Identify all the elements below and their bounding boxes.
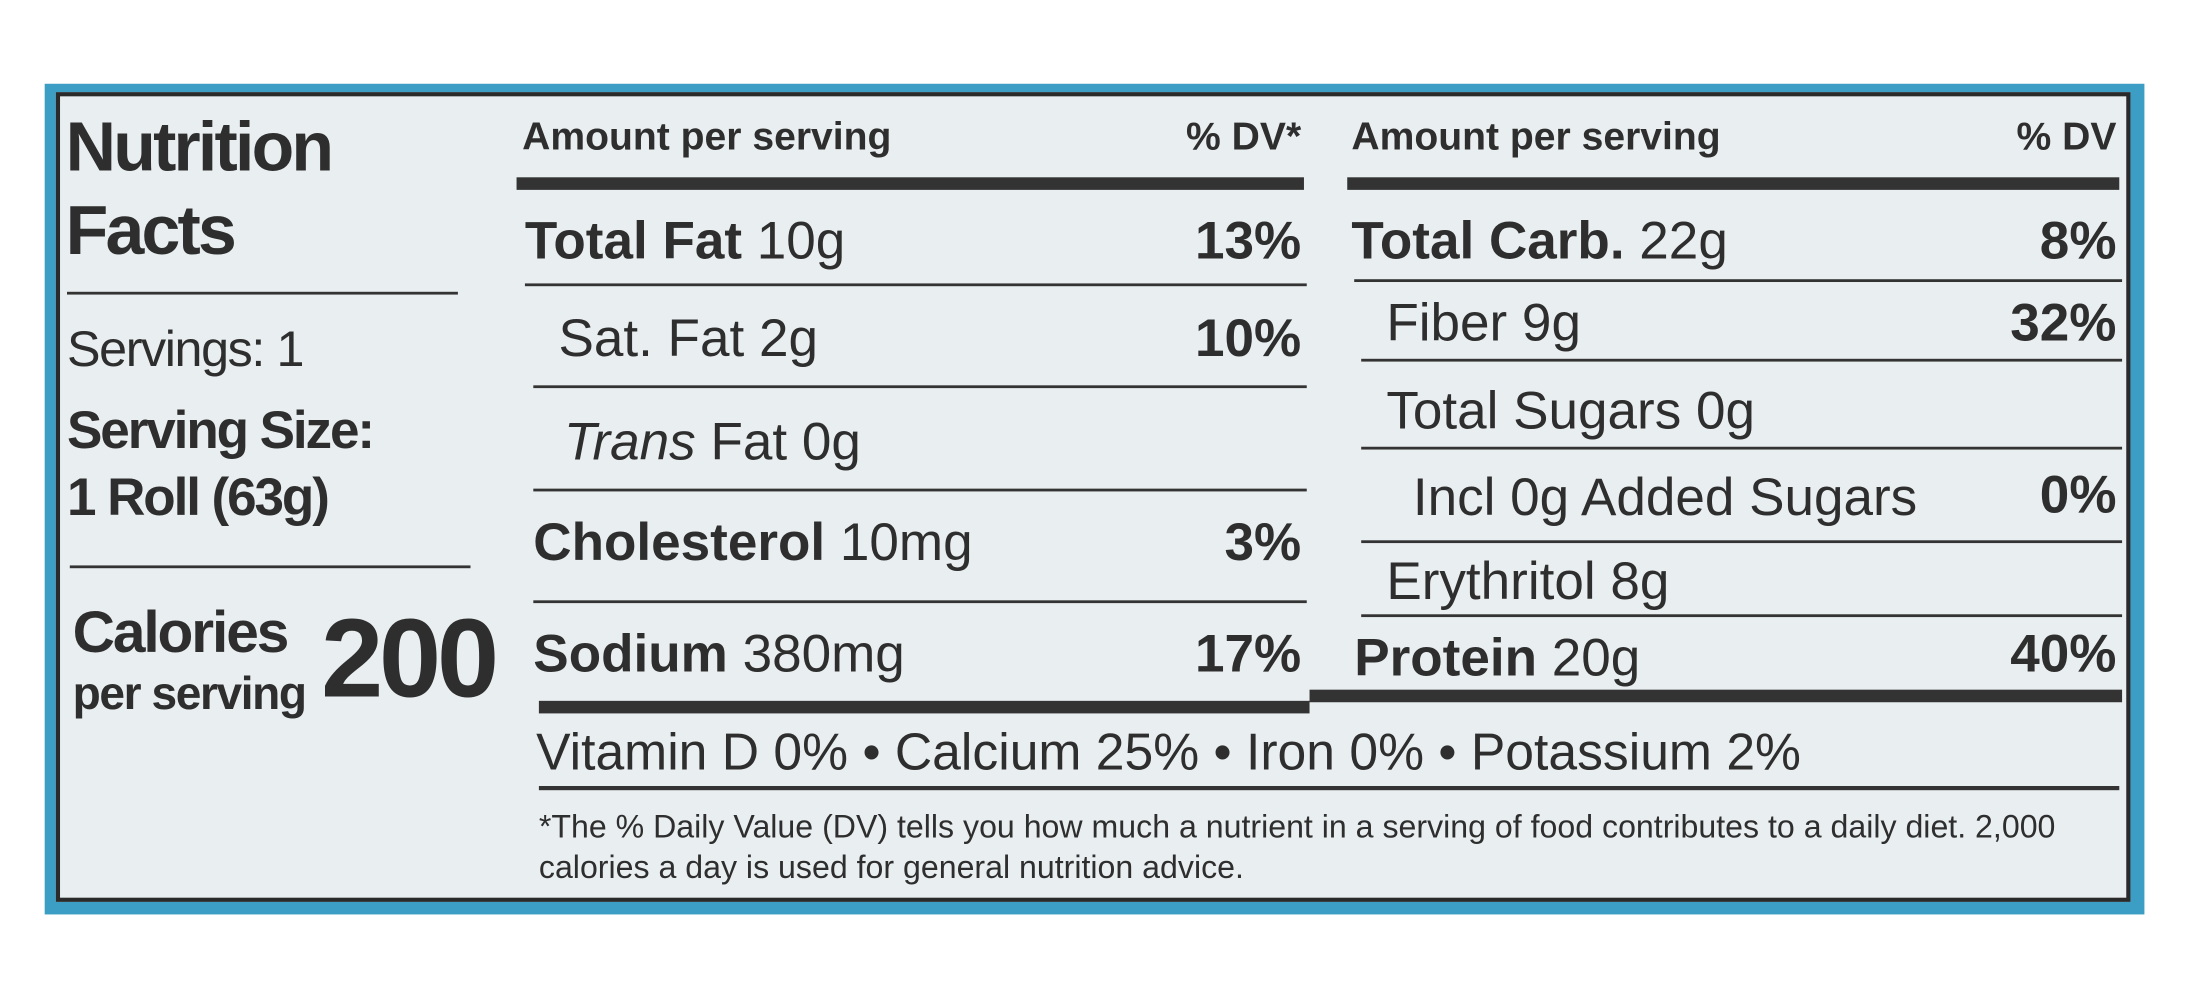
nutrient-amount: Fat 0g (710, 413, 861, 472)
nutrient-row: Erythritol 8g (1386, 552, 1670, 612)
column-header: Amount per serving (1351, 114, 1721, 158)
divider (1361, 446, 2123, 450)
divider (533, 600, 1307, 604)
nutrient-name: Trans (564, 413, 696, 472)
calories-label: Calories (72, 598, 290, 665)
calories-value: 200 (321, 596, 499, 721)
nutrient-amount: 10g (756, 212, 846, 271)
nutrient-row: Total Fat 10g (525, 215, 845, 268)
nutrient-dv: 10% (1194, 309, 1302, 369)
thick-bar (538, 700, 1310, 714)
column-header: % DV* (1186, 114, 1302, 158)
nutrient-row: Total Sugars 0g (1386, 382, 1755, 442)
nutrient-row: Protein 20g (1354, 632, 1640, 685)
divider (538, 786, 2120, 791)
nutrient-name: Cholesterol (533, 513, 826, 573)
footnote: *The % Daily Value (DV) tells you how mu… (538, 808, 2056, 885)
divider (533, 385, 1307, 389)
thick-bar (1309, 689, 2123, 703)
title: Facts (65, 191, 237, 270)
nutrient-amount: 20g (1551, 629, 1641, 689)
vitamin: Potassium 2% (1470, 723, 1801, 781)
nutrient-row: Trans Fat 0g (564, 416, 861, 469)
nutrient-dv: 13% (1194, 212, 1302, 271)
nutrient-name: Protein (1354, 629, 1537, 689)
nutrient-row: Sat. Fat 2g (558, 309, 818, 369)
nutrient-name: Total Carb. (1351, 212, 1625, 271)
nutrient-dv: 40% (2010, 625, 2117, 685)
divider (533, 488, 1307, 492)
nutrient-amount: 22g (1639, 212, 1728, 271)
nutrient-dv: 17% (1194, 625, 1302, 685)
vitamin: Calcium 25% (894, 723, 1200, 781)
serving-size-value: 1 Roll (63g) (67, 469, 330, 528)
nutrient-amount: 10mg (839, 513, 973, 573)
divider (67, 291, 458, 295)
divider (1354, 279, 2123, 283)
calories-sublabel: per serving (72, 667, 307, 719)
vitamin: Vitamin D 0% (536, 723, 849, 781)
divider (524, 283, 1307, 287)
thick-bar (1347, 177, 2120, 190)
divider (69, 565, 471, 569)
vitamin: Iron 0% (1245, 723, 1425, 781)
nutrient-row: Fiber 9g (1386, 294, 1581, 354)
nutrient-row: Total Carb. 22g (1351, 215, 1727, 268)
title: Nutrition (65, 107, 334, 186)
servings: Servings: 1 (67, 319, 304, 377)
nutrient-row: Cholesterol 10mg (533, 517, 972, 570)
nutrient-row: Incl 0g Added Sugars (1412, 469, 1918, 528)
label-panel (55, 92, 2131, 902)
nutrient-dv: 3% (1224, 513, 1302, 573)
divider (1361, 614, 2123, 618)
column-header: Amount per serving (522, 114, 892, 158)
divider (1361, 358, 2123, 362)
nutrient-name: Total Fat (524, 212, 743, 271)
nutrient-amount: 380mg (742, 625, 905, 685)
nutrient-dv: 0% (2039, 466, 2117, 525)
nutrient-dv: 32% (2010, 294, 2117, 354)
nutrient-dv: 8% (2039, 212, 2117, 271)
column-header: % DV (2016, 114, 2117, 158)
vitamins-line: Vitamin D 0% • Calcium 25% • Iron 0% • P… (536, 723, 1801, 781)
divider (1361, 540, 2123, 544)
nutrient-name: Sodium (533, 625, 728, 685)
nutrient-row: Sodium 380mg (533, 628, 904, 681)
thick-bar (516, 177, 1304, 190)
serving-size-label: Serving Size: (67, 402, 375, 461)
